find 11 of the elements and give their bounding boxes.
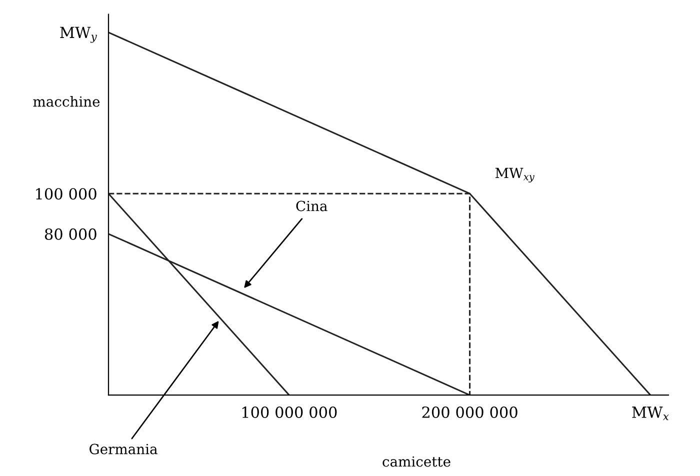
annotation: MW$_{xy}$: [495, 168, 534, 182]
x-axis-title: camicette: [382, 456, 450, 467]
y-tick-label: 80 000: [44, 228, 96, 240]
y-tick-label: 100 000: [36, 188, 96, 200]
x-tick-label: 200 000 000: [422, 406, 518, 418]
x-tick-label: 100 000 000: [242, 406, 337, 418]
x-tick-label: MW$_{x}$: [632, 406, 669, 420]
annotation: Cina: [296, 200, 328, 212]
y-tick-label: MW$_{y}$: [60, 26, 97, 43]
y-axis-title: macchine: [33, 96, 100, 107]
annotation: Germania: [90, 444, 158, 454]
